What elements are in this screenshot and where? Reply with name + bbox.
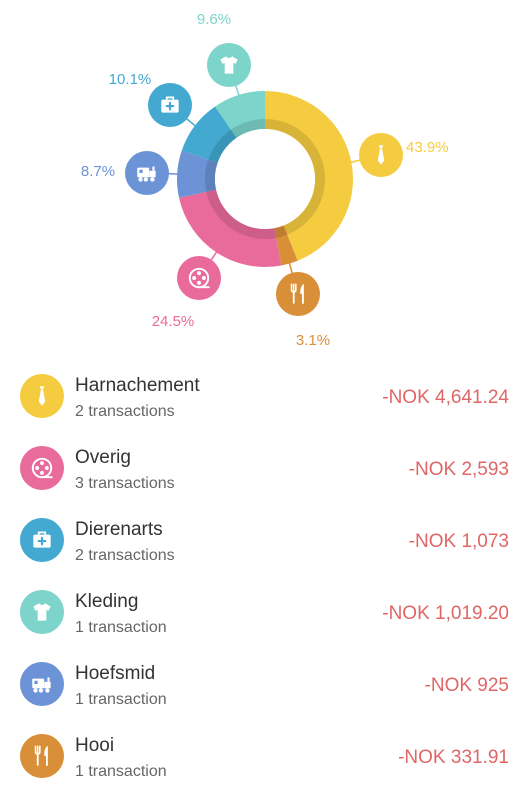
transaction-count: 3 transactions (75, 475, 175, 492)
percent-label: 8.7% (81, 163, 115, 180)
donut-slice-kleding[interactable] (215, 91, 265, 138)
percent-label: 24.5% (152, 313, 195, 330)
fork-knife-icon (20, 734, 64, 778)
film-reel-icon (20, 446, 64, 490)
transaction-count: 1 transaction (75, 763, 167, 780)
donut-chart-svg: 43.9% 3.1% 24.5% 8.7% 10.1% 9.6% (81, 11, 449, 349)
train-icon[interactable] (125, 151, 169, 195)
percent-label: 43.9% (406, 139, 449, 156)
category-amount: -NOK 1,073 (408, 531, 509, 552)
category-row[interactable]: Hoefsmid 1 transaction -NOK 925 (0, 648, 531, 720)
category-amount: -NOK 331.91 (398, 747, 509, 768)
category-list: Harnachement 2 transactions -NOK 4,641.2… (0, 360, 531, 792)
category-donut-chart: 43.9% 3.1% 24.5% 8.7% 10.1% 9.6% (0, 0, 531, 355)
category-name: Hoefsmid (75, 663, 156, 684)
donut-slice-dierenarts[interactable] (181, 106, 237, 163)
percent-label: 10.1% (109, 71, 152, 88)
category-name: Hooi (75, 735, 115, 756)
transaction-count: 1 transaction (75, 619, 167, 636)
tie-icon (20, 374, 64, 418)
transaction-count: 2 transactions (75, 547, 175, 564)
medical-kit-icon (20, 518, 64, 562)
tshirt-icon[interactable] (207, 43, 251, 87)
percent-label: 3.1% (296, 332, 330, 349)
tshirt-icon (20, 590, 64, 634)
category-row[interactable]: Overig 3 transactions -NOK 2,593 (0, 432, 531, 504)
category-row[interactable]: Dierenarts 2 transactions -NOK 1,073 (0, 504, 531, 576)
donut-inner-shadow (205, 119, 325, 239)
medical-kit-icon[interactable] (148, 83, 192, 127)
category-name: Overig (75, 447, 131, 468)
train-icon (20, 662, 64, 706)
category-row[interactable]: Kleding 1 transaction -NOK 1,019.20 (0, 576, 531, 648)
category-name: Harnachement (75, 375, 200, 396)
category-amount: -NOK 2,593 (408, 459, 509, 480)
fork-knife-icon[interactable] (276, 272, 320, 316)
donut-slice-hooi[interactable] (274, 225, 298, 266)
category-amount: -NOK 925 (424, 675, 509, 696)
percent-label: 9.6% (197, 11, 231, 28)
category-row[interactable]: Hooi 1 transaction -NOK 331.91 (0, 720, 531, 792)
category-amount: -NOK 1,019.20 (382, 603, 509, 624)
category-row[interactable]: Harnachement 2 transactions -NOK 4,641.2… (0, 360, 531, 432)
donut-hole (215, 129, 315, 229)
transaction-count: 1 transaction (75, 691, 167, 708)
category-amount: -NOK 4,641.24 (382, 387, 509, 408)
donut-slice-overig[interactable] (179, 189, 282, 267)
category-name: Dierenarts (75, 519, 163, 540)
donut-slice-harnachement[interactable] (265, 91, 354, 261)
category-name: Kleding (75, 591, 139, 612)
film-reel-icon[interactable] (177, 256, 221, 300)
transaction-count: 2 transactions (75, 403, 175, 420)
donut-slice-hoefsmid[interactable] (177, 150, 218, 198)
tie-icon[interactable] (359, 133, 403, 177)
